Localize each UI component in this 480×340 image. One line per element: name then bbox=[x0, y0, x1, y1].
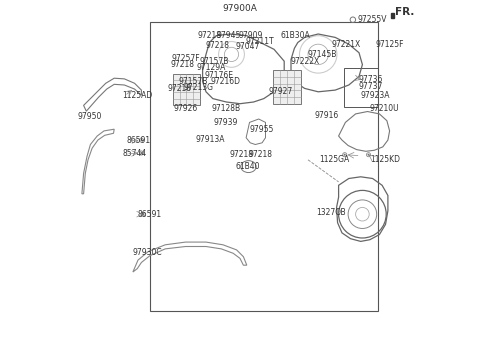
Bar bbox=[173, 74, 200, 105]
Text: 97216D: 97216D bbox=[210, 77, 240, 86]
Circle shape bbox=[142, 213, 144, 215]
Text: 97909: 97909 bbox=[239, 31, 264, 40]
Text: 97218: 97218 bbox=[206, 41, 230, 50]
Text: 97218: 97218 bbox=[249, 150, 273, 159]
Bar bbox=[344, 68, 378, 107]
Text: 97211T: 97211T bbox=[246, 37, 275, 46]
Text: 97222X: 97222X bbox=[290, 57, 320, 66]
Text: 85744: 85744 bbox=[123, 149, 147, 158]
Text: 97218: 97218 bbox=[197, 31, 221, 40]
Text: 97737: 97737 bbox=[358, 82, 383, 91]
Text: 97939: 97939 bbox=[214, 118, 238, 127]
Circle shape bbox=[368, 154, 370, 156]
Text: 97926: 97926 bbox=[174, 104, 198, 113]
Text: 97955: 97955 bbox=[249, 125, 274, 134]
Text: 1125GA: 1125GA bbox=[319, 155, 349, 164]
Text: 97157B: 97157B bbox=[200, 57, 229, 66]
Text: FR.: FR. bbox=[395, 7, 414, 17]
Circle shape bbox=[337, 210, 340, 212]
Text: 97218: 97218 bbox=[230, 150, 254, 159]
Text: 97125F: 97125F bbox=[375, 40, 404, 49]
Text: 97213G: 97213G bbox=[184, 83, 214, 92]
Text: 97176E: 97176E bbox=[205, 71, 234, 80]
Text: 61B40: 61B40 bbox=[236, 162, 261, 171]
Text: 97145B: 97145B bbox=[308, 50, 337, 59]
Text: 97913A: 97913A bbox=[196, 135, 225, 144]
Text: 97927: 97927 bbox=[269, 87, 293, 96]
Circle shape bbox=[140, 139, 143, 141]
Text: 97128B: 97128B bbox=[211, 104, 240, 113]
Text: 97129A: 97129A bbox=[196, 64, 226, 72]
Text: 1327CB: 1327CB bbox=[316, 208, 346, 217]
Circle shape bbox=[140, 152, 143, 154]
Text: 97950: 97950 bbox=[78, 112, 102, 121]
Bar bbox=[150, 22, 378, 311]
Text: 97945: 97945 bbox=[216, 31, 240, 39]
Text: 61B30A: 61B30A bbox=[281, 31, 311, 40]
Text: 97221X: 97221X bbox=[332, 40, 361, 49]
Bar bbox=[273, 70, 301, 104]
Text: 97218: 97218 bbox=[168, 84, 192, 93]
Text: 97255V: 97255V bbox=[357, 15, 387, 24]
Circle shape bbox=[344, 154, 346, 156]
Text: 97218: 97218 bbox=[171, 60, 195, 69]
Text: 97157B: 97157B bbox=[179, 77, 208, 86]
Text: 97257F: 97257F bbox=[172, 54, 201, 63]
Text: 97210U: 97210U bbox=[370, 104, 399, 113]
Text: 97930C: 97930C bbox=[132, 248, 162, 257]
Polygon shape bbox=[391, 13, 395, 18]
Text: 97047: 97047 bbox=[236, 42, 260, 51]
Text: 86591: 86591 bbox=[138, 210, 162, 219]
Text: 97923A: 97923A bbox=[360, 91, 390, 100]
Text: 1125KD: 1125KD bbox=[370, 155, 400, 164]
Text: 97916: 97916 bbox=[315, 111, 339, 120]
Text: 1125AD: 1125AD bbox=[123, 91, 153, 100]
Text: 86591: 86591 bbox=[126, 136, 150, 144]
Text: 97736: 97736 bbox=[358, 75, 383, 84]
Text: 97900A: 97900A bbox=[223, 4, 257, 13]
